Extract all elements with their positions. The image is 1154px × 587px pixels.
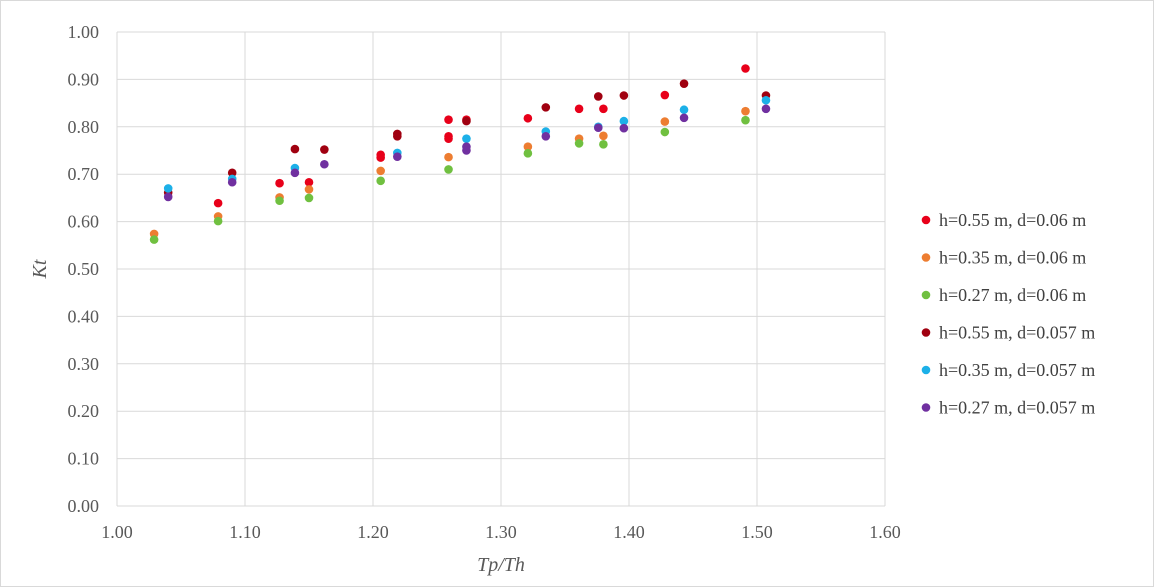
- x-axis-title: Tp/Th: [477, 554, 525, 576]
- data-point: [660, 127, 670, 137]
- data-point: [660, 117, 670, 126]
- data-point: [619, 91, 629, 100]
- data-point: [227, 177, 237, 187]
- data-point: [304, 177, 314, 187]
- data-point: [213, 216, 223, 226]
- legend-entry: h=0.55 m, d=0.057 m: [921, 323, 1095, 343]
- y-tick-label: 0.70: [68, 164, 100, 184]
- gridlines: [116, 31, 886, 507]
- data-point: [376, 153, 385, 162]
- y-tick-label: 0.80: [68, 117, 100, 137]
- legend-label: h=0.55 m, d=0.057 m: [939, 323, 1095, 343]
- data-point: [320, 145, 329, 154]
- legend-label: h=0.35 m, d=0.06 m: [939, 248, 1086, 268]
- data-point: [619, 116, 629, 126]
- data-point: [679, 113, 689, 123]
- data-point: [523, 149, 533, 158]
- y-tick-label: 1.00: [68, 22, 100, 42]
- data-point: [320, 159, 329, 169]
- legend-entry: h=0.35 m, d=0.057 m: [921, 360, 1095, 380]
- data-point: [149, 235, 159, 244]
- y-tick-label: 0.20: [68, 401, 100, 421]
- y-tick-label: 0.00: [68, 496, 100, 516]
- data-point: [462, 116, 471, 126]
- data-point: [290, 144, 300, 154]
- legend-marker: [921, 215, 931, 225]
- x-tick-label: 1.40: [613, 522, 645, 542]
- data-point: [444, 115, 453, 124]
- data-point: [304, 185, 314, 194]
- data-point: [541, 103, 551, 112]
- x-tick-label: 1.20: [357, 522, 389, 542]
- data-point: [462, 134, 471, 143]
- data-point: [761, 95, 771, 105]
- data-point: [741, 106, 750, 116]
- legend-entry: h=0.27 m, d=0.057 m: [921, 398, 1095, 418]
- y-tick-label: 0.90: [68, 69, 100, 89]
- legend: h=0.55 m, d=0.06 m h=0.35 m, d=0.06 m h=0.…: [921, 210, 1095, 418]
- data-point: [393, 152, 402, 161]
- legend-label: h=0.27 m, d=0.06 m: [939, 285, 1086, 305]
- x-axis-ticks: 1.00 1.10 1.20 1.30 1.40 1.50 1.60: [101, 522, 901, 542]
- data-point: [213, 198, 223, 208]
- legend-marker: [921, 328, 931, 337]
- legend-marker: [921, 253, 931, 262]
- data-point: [574, 104, 584, 114]
- data-points: [149, 64, 771, 244]
- legend-label: h=0.55 m, d=0.06 m: [939, 210, 1086, 230]
- data-point: [679, 79, 689, 88]
- data-point: [599, 131, 608, 141]
- y-tick-label: 0.60: [68, 212, 100, 232]
- data-point: [761, 104, 771, 114]
- data-point: [227, 168, 237, 178]
- data-point: [741, 64, 750, 73]
- x-tick-label: 1.10: [229, 522, 261, 542]
- data-point: [444, 134, 453, 143]
- y-tick-label: 0.10: [68, 449, 100, 469]
- data-point: [679, 105, 689, 115]
- data-point: [593, 92, 603, 101]
- data-point: [660, 90, 670, 100]
- legend-marker: [921, 290, 931, 300]
- data-point: [444, 165, 453, 174]
- data-point: [741, 115, 750, 125]
- data-point: [599, 140, 608, 149]
- data-point: [619, 123, 629, 133]
- data-point: [462, 146, 471, 155]
- data-point: [444, 152, 453, 162]
- data-point: [593, 123, 603, 133]
- data-point: [599, 104, 608, 114]
- legend-entry: h=0.27 m, d=0.06 m: [921, 285, 1086, 305]
- data-point: [574, 139, 584, 148]
- data-point: [163, 184, 173, 193]
- data-point: [163, 192, 173, 202]
- y-axis-title: Kt: [29, 259, 51, 279]
- data-point: [290, 168, 300, 178]
- data-point: [376, 166, 385, 176]
- x-tick-label: 1.00: [101, 522, 133, 542]
- data-point: [541, 131, 551, 141]
- y-tick-label: 0.30: [68, 354, 100, 374]
- data-point: [523, 113, 533, 123]
- x-tick-label: 1.50: [741, 522, 773, 542]
- data-point: [304, 193, 314, 203]
- data-point: [275, 196, 284, 206]
- x-tick-label: 1.60: [869, 522, 901, 542]
- legend-marker: [921, 365, 931, 375]
- y-tick-label: 0.40: [68, 306, 100, 326]
- legend-entry: h=0.55 m, d=0.06 m: [921, 210, 1086, 230]
- y-axis-ticks: 0.00 0.10 0.20 0.30 0.40 0.50 0.60 0.70 0.80 0.90…: [68, 22, 100, 516]
- legend-label: h=0.27 m, d=0.057 m: [939, 398, 1095, 418]
- data-point: [393, 131, 402, 141]
- y-tick-label: 0.50: [68, 259, 100, 279]
- legend-marker: [921, 403, 931, 412]
- legend-entry: h=0.35 m, d=0.06 m: [921, 248, 1086, 268]
- data-point: [523, 142, 533, 152]
- data-point: [275, 178, 284, 188]
- data-point: [376, 176, 385, 186]
- x-tick-label: 1.30: [485, 522, 517, 542]
- legend-label: h=0.35 m, d=0.057 m: [939, 360, 1095, 380]
